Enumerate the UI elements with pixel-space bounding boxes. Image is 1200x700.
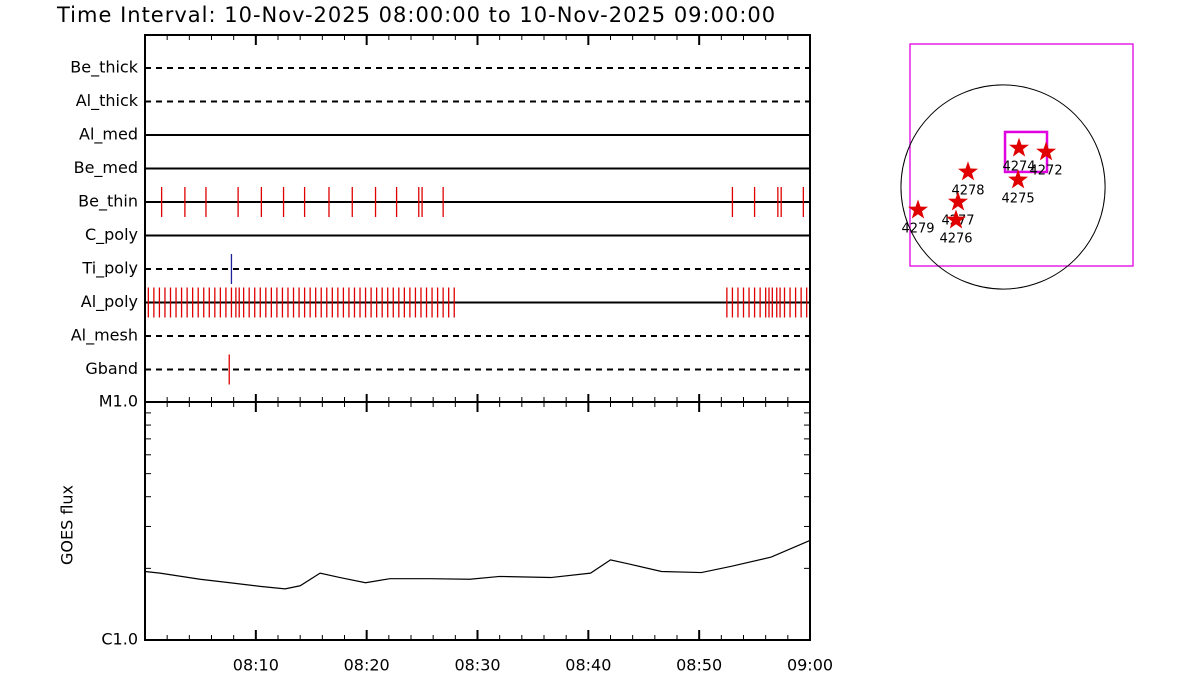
sun-limb: [900, 84, 1106, 290]
row-label: Gband: [85, 359, 138, 378]
flux-frame: [144, 401, 811, 641]
x-tick-label: 08:20: [344, 656, 390, 675]
row-label: Al_med: [79, 125, 138, 145]
x-tick-label: 08:10: [233, 656, 279, 675]
row-label: Be_thin: [78, 192, 138, 212]
row-label: Be_med: [74, 158, 138, 178]
row-label: C_poly: [85, 225, 138, 245]
x-tick-label: 08:50: [676, 656, 722, 675]
region-label: 4275: [1002, 191, 1035, 206]
x-tick-label: 09:00: [787, 656, 833, 675]
region-star: [946, 209, 966, 229]
region-star: [1036, 141, 1057, 161]
map-box: [909, 43, 1134, 267]
row-label: Al_thick: [76, 91, 139, 111]
chart-title: Time Interval: 10-Nov-2025 08:00:00 to 1…: [56, 3, 776, 27]
row-label: Be_thick: [70, 58, 138, 78]
flux-line: [144, 539, 811, 590]
region-label: 4274: [1002, 160, 1035, 175]
region-star: [958, 161, 978, 181]
region-label: 4272: [1030, 163, 1063, 178]
region-label: 4279: [901, 222, 934, 237]
region-star: [948, 191, 968, 211]
row-label: Al_poly: [81, 292, 138, 312]
event-frame: [144, 34, 811, 403]
row-label: Al_mesh: [71, 326, 138, 346]
region-star: [1009, 137, 1029, 157]
region-label: 4276: [939, 232, 972, 247]
x-tick-label: 08:40: [565, 656, 611, 675]
x-tick-label: 08:30: [454, 656, 500, 675]
region-star: [1008, 169, 1029, 189]
region-star: [908, 199, 928, 219]
y-tick-label: C1.0: [101, 630, 138, 649]
y-tick-label: M1.0: [99, 392, 138, 411]
y-axis-label: GOES flux: [58, 485, 77, 565]
row-label: Ti_poly: [81, 259, 138, 279]
region-label: 4278: [951, 183, 984, 198]
